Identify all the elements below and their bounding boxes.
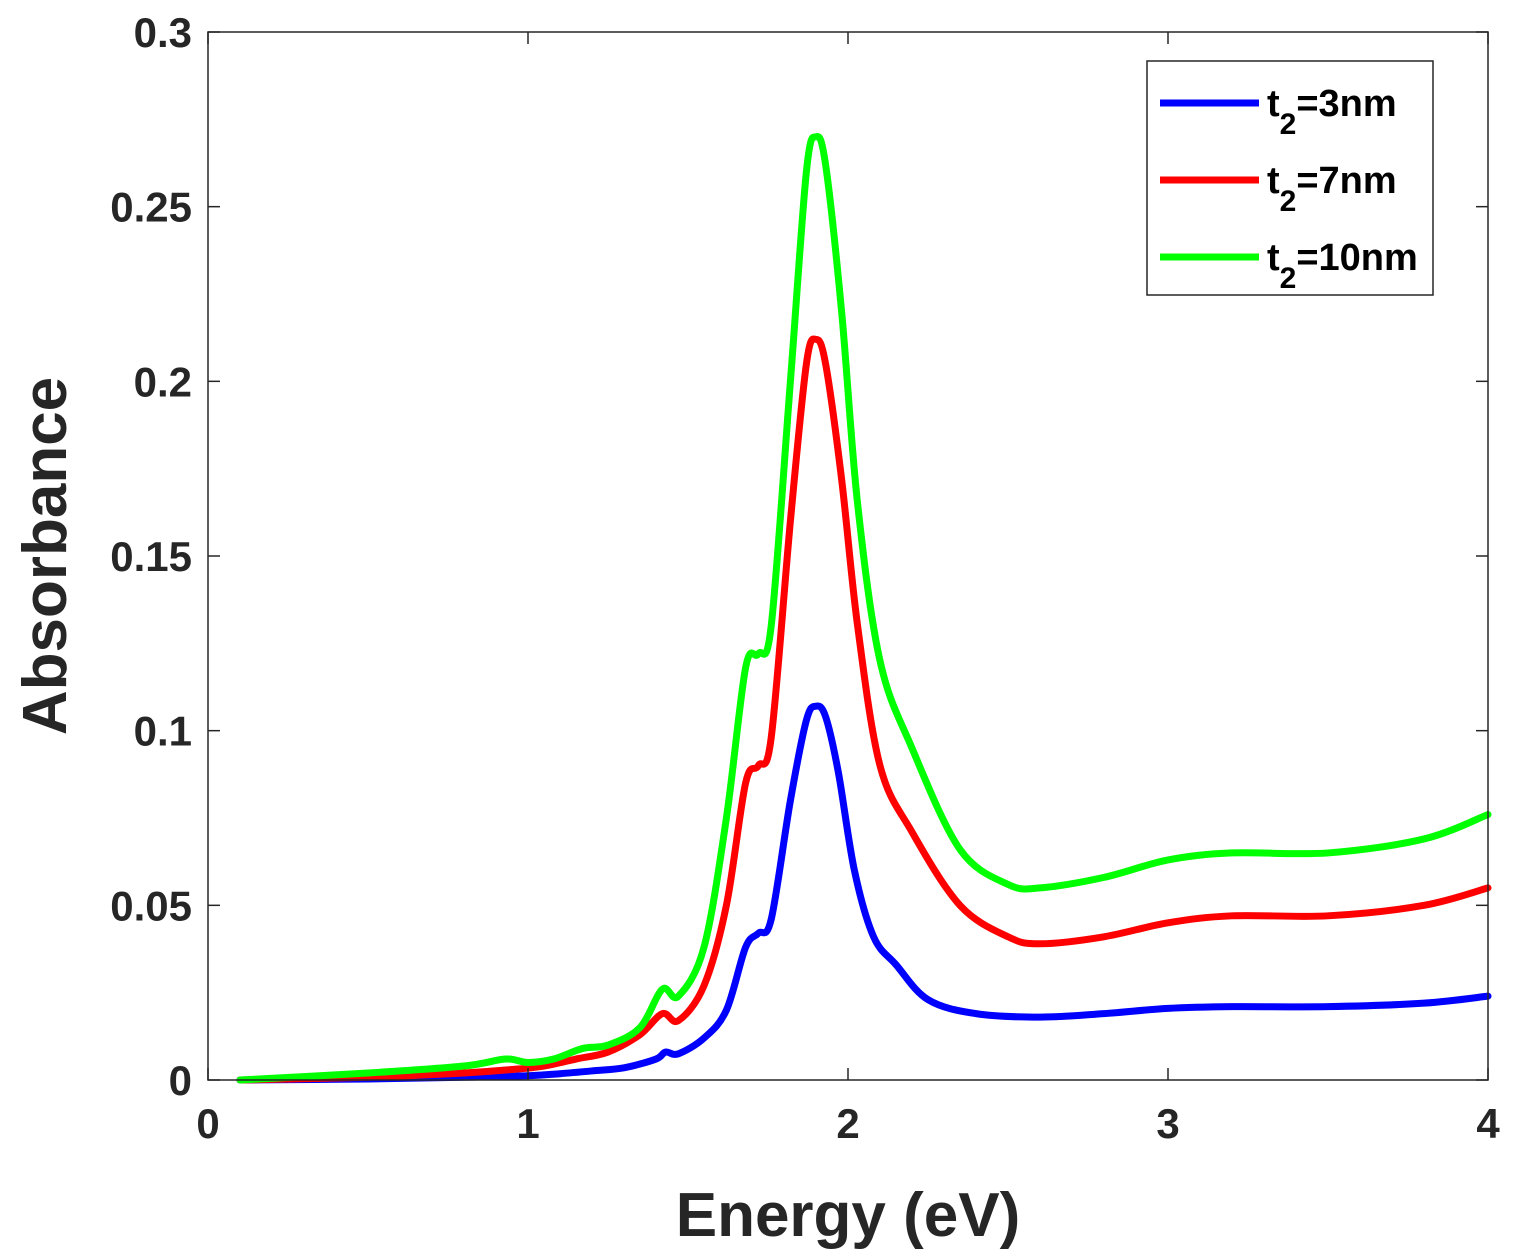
- x-tick-label: 0: [196, 1100, 219, 1147]
- y-tick-label: 0.05: [110, 882, 192, 929]
- x-tick-label: 3: [1156, 1100, 1179, 1147]
- y-tick-label: 0.15: [110, 533, 192, 580]
- y-tick-label: 0.25: [110, 184, 192, 231]
- x-tick-label: 1: [516, 1100, 539, 1147]
- y-tick-label: 0.3: [134, 9, 192, 56]
- series-layer: [236, 132, 1492, 1084]
- series-line-3: [236, 132, 1492, 1084]
- y-tick-label: 0.1: [134, 708, 192, 755]
- y-tick-label: 0.2: [134, 358, 192, 405]
- legend-label-2: t2=7nm: [1267, 160, 1397, 218]
- x-tick-label: 4: [1476, 1100, 1500, 1147]
- axes-layer: 0 1 2 3 4 0 0.05 0.1 0.15 0.2 0.25 0.3: [110, 9, 1500, 1147]
- legend-label-1: t2=3nm: [1267, 83, 1397, 141]
- legend-label-3: t2=10nm: [1267, 237, 1418, 295]
- y-tick-label: 0: [169, 1057, 192, 1104]
- x-axis-title: Energy (eV): [676, 1181, 1021, 1250]
- legend: t2=3nm t2=7nm t2=10nm: [1146, 60, 1434, 296]
- y-axis-title: Absorbance: [11, 377, 80, 735]
- series-line-1: [236, 702, 1492, 1084]
- series-line-2: [236, 335, 1492, 1084]
- x-tick-label: 2: [836, 1100, 859, 1147]
